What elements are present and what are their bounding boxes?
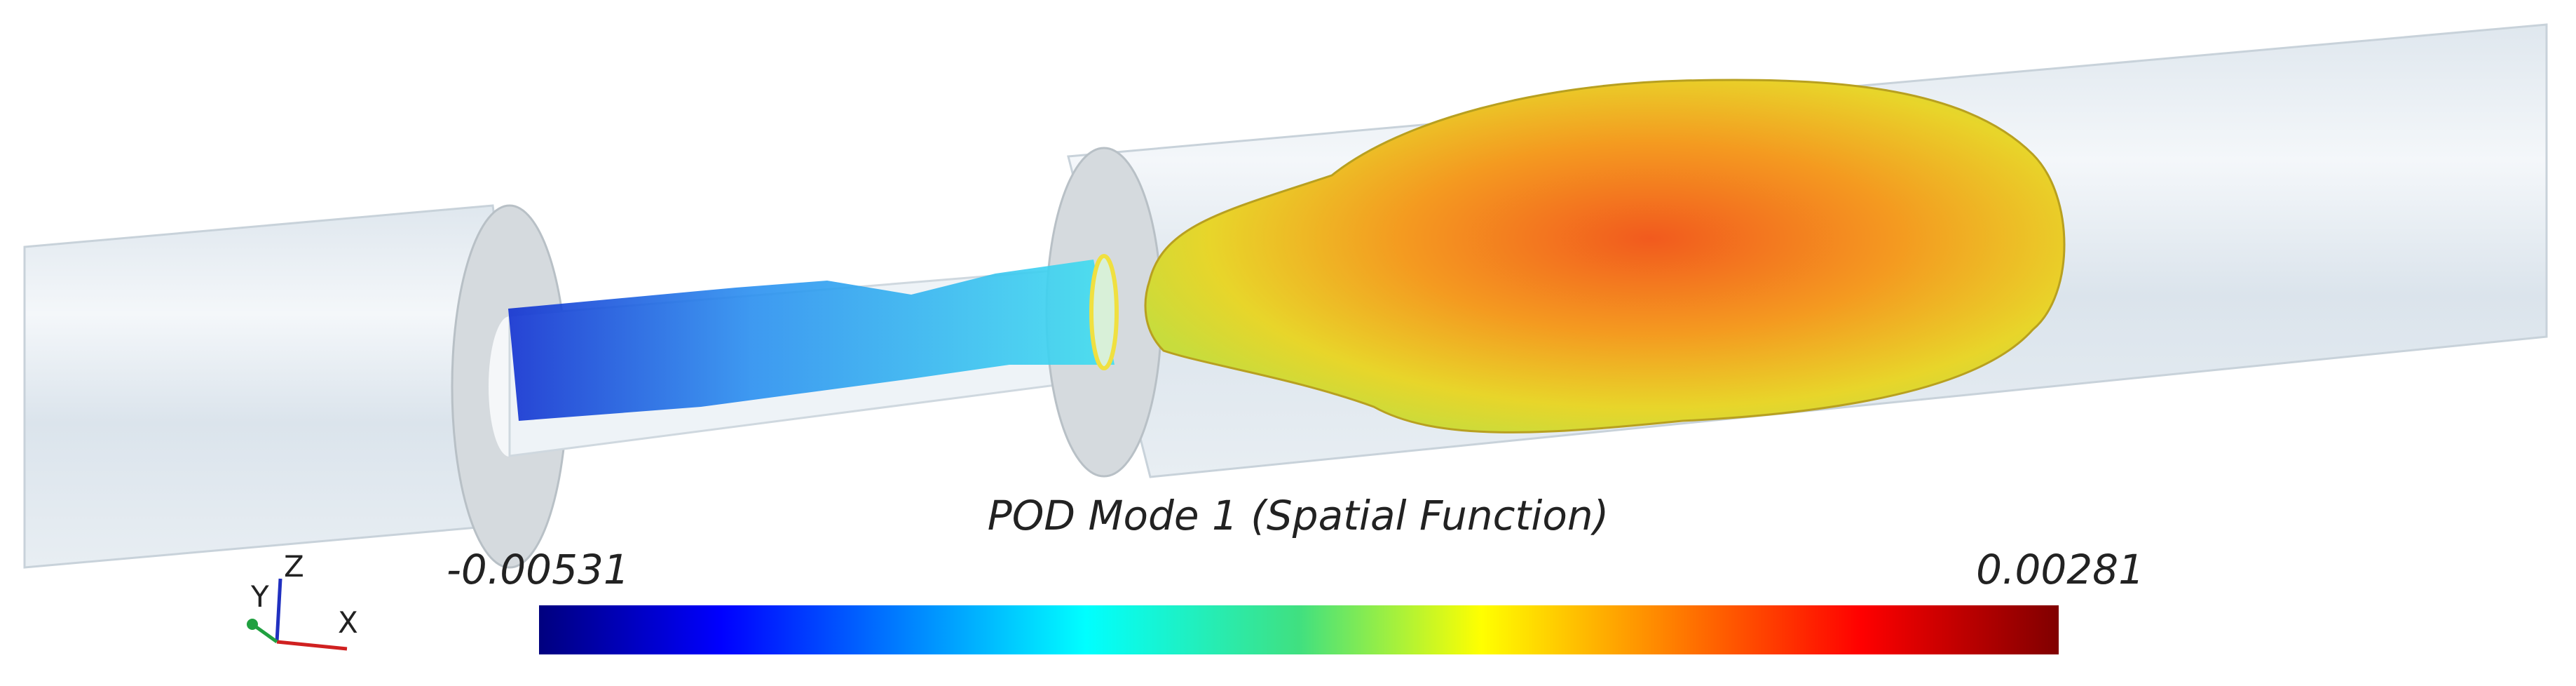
colorbar-title: POD Mode 1 (Spatial Function): [988, 492, 1609, 539]
colorbar-min: -0.00531: [447, 546, 629, 593]
colorbar: [539, 605, 2059, 654]
triad-z: [275, 578, 282, 643]
triad-x-label: X: [338, 605, 358, 640]
jet-ring: [1089, 254, 1119, 370]
jet-flow: [508, 260, 1115, 421]
flow-structure: [1144, 79, 2066, 433]
triad-z-label: Z: [284, 549, 304, 584]
triad-dot: [247, 619, 258, 630]
triad-y-label: Y: [250, 579, 269, 614]
colorbar-max: 0.00281: [1976, 546, 2144, 593]
triad-x: [276, 640, 348, 651]
